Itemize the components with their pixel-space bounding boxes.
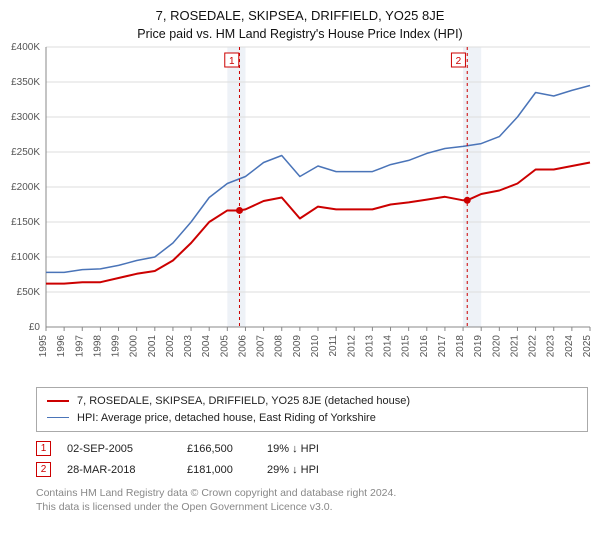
x-tick-label: 2000: [129, 335, 140, 358]
x-tick-label: 2021: [509, 335, 520, 358]
x-tick-label: 2025: [582, 335, 593, 358]
sale-marker-dot: [236, 207, 243, 214]
title-address: 7, ROSEDALE, SKIPSEA, DRIFFIELD, YO25 8J…: [0, 8, 600, 23]
y-tick-label: £200K: [11, 182, 40, 193]
sales-row-price: £166,500: [187, 443, 267, 455]
sales-row-badge: 1: [36, 441, 51, 456]
x-tick-label: 1999: [111, 335, 122, 358]
legend-swatch: [47, 400, 69, 402]
legend-row: HPI: Average price, detached house, East…: [47, 410, 577, 427]
sale-marker-badge-text: 1: [229, 56, 235, 67]
sales-row-date: 02-SEP-2005: [67, 443, 187, 455]
y-tick-label: £300K: [11, 112, 40, 123]
y-tick-label: £50K: [17, 287, 41, 298]
x-tick-label: 2016: [419, 335, 430, 358]
x-tick-label: 2024: [564, 335, 575, 358]
x-tick-label: 1997: [74, 335, 85, 358]
footer: Contains HM Land Registry data © Crown c…: [36, 486, 588, 514]
series-line-price_paid: [46, 163, 590, 284]
x-tick-label: 2013: [364, 335, 375, 358]
sales-row-diff: 19% ↓ HPI: [267, 443, 367, 455]
footer-line1: Contains HM Land Registry data © Crown c…: [36, 486, 588, 500]
sales-row-badge: 2: [36, 462, 51, 477]
x-tick-label: 2004: [201, 335, 212, 358]
x-tick-label: 2008: [274, 335, 285, 358]
x-tick-label: 2009: [292, 335, 303, 358]
sales-row-price: £181,000: [187, 464, 267, 476]
series-line-hpi: [46, 86, 590, 273]
legend-row: 7, ROSEDALE, SKIPSEA, DRIFFIELD, YO25 8J…: [47, 393, 577, 410]
y-tick-label: £350K: [11, 77, 40, 88]
x-tick-label: 1995: [38, 335, 49, 358]
footer-line2: This data is licensed under the Open Gov…: [36, 500, 588, 514]
x-tick-label: 2010: [310, 335, 321, 358]
sales-row: 2 28-MAR-2018£181,00029% ↓ HPI: [36, 459, 588, 480]
x-tick-label: 2005: [219, 335, 230, 358]
x-tick-label: 2022: [528, 335, 539, 358]
x-tick-label: 1996: [56, 335, 67, 358]
x-tick-label: 2007: [256, 335, 267, 358]
x-tick-label: 2006: [237, 335, 248, 358]
y-tick-label: £250K: [11, 147, 40, 158]
legend-label: HPI: Average price, detached house, East…: [77, 410, 376, 427]
y-tick-label: £100K: [11, 252, 40, 263]
y-tick-label: £150K: [11, 217, 40, 228]
y-tick-label: £0: [29, 322, 41, 333]
legend-label: 7, ROSEDALE, SKIPSEA, DRIFFIELD, YO25 8J…: [77, 393, 410, 410]
x-tick-label: 2017: [437, 335, 448, 358]
sale-marker-dot: [464, 197, 471, 204]
x-tick-label: 2015: [401, 335, 412, 358]
title-block: 7, ROSEDALE, SKIPSEA, DRIFFIELD, YO25 8J…: [0, 0, 600, 41]
sales-row: 1 02-SEP-2005£166,50019% ↓ HPI: [36, 438, 588, 459]
x-tick-label: 2019: [473, 335, 484, 358]
chart-container: 7, ROSEDALE, SKIPSEA, DRIFFIELD, YO25 8J…: [0, 0, 600, 560]
x-tick-label: 2023: [546, 335, 557, 358]
chart: £0 £50K £100K £150K £200K £250K £300K £350K £400…: [0, 41, 600, 381]
x-tick-label: 2011: [328, 335, 339, 357]
sales-row-diff: 29% ↓ HPI: [267, 464, 367, 476]
y-tick-label: £400K: [11, 42, 40, 53]
x-tick-label: 2018: [455, 335, 466, 358]
x-tick-label: 2001: [147, 335, 158, 358]
x-tick-label: 2014: [383, 335, 394, 358]
x-tick-label: 2012: [346, 335, 357, 358]
title-subtitle: Price paid vs. HM Land Registry's House …: [0, 27, 600, 41]
sale-marker-badge-text: 2: [456, 56, 462, 67]
x-tick-label: 2002: [165, 335, 176, 358]
legend: 7, ROSEDALE, SKIPSEA, DRIFFIELD, YO25 8J…: [36, 387, 588, 432]
x-tick-label: 2003: [183, 335, 194, 358]
sales-table: 1 02-SEP-2005£166,50019% ↓ HPI 2 28-MAR-201…: [36, 438, 588, 480]
x-tick-label: 2020: [491, 335, 502, 358]
sales-row-date: 28-MAR-2018: [67, 464, 187, 476]
legend-swatch: [47, 417, 69, 418]
x-tick-label: 1998: [92, 335, 103, 358]
chart-svg: £0 £50K £100K £150K £200K £250K £300K £350K £400…: [0, 41, 600, 381]
